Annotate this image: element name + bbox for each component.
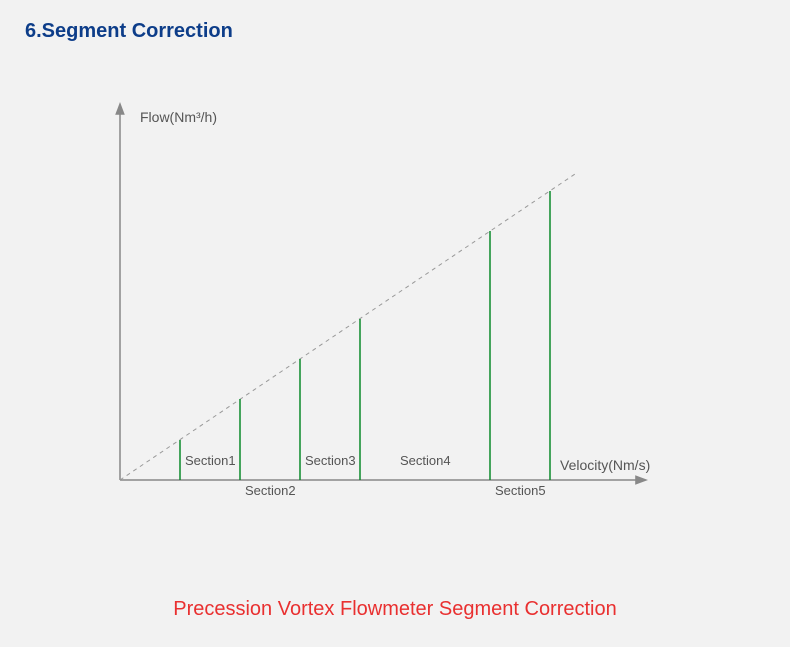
- svg-text:Section1: Section1: [185, 453, 236, 468]
- chart-caption: Precession Vortex Flowmeter Segment Corr…: [0, 598, 790, 621]
- svg-text:Flow(Nm³/h): Flow(Nm³/h): [140, 109, 217, 125]
- svg-text:Section5: Section5: [495, 483, 546, 498]
- section-heading: 6.Segment Correction: [25, 20, 233, 43]
- svg-text:Section4: Section4: [400, 453, 451, 468]
- chart-svg: Flow(Nm³/h) Velocity(Nm/s) Section1 Section…: [100, 100, 690, 520]
- svg-text:Section3: Section3: [305, 453, 356, 468]
- svg-text:Velocity(Nm/s): Velocity(Nm/s): [560, 457, 650, 473]
- segment-correction-chart: Flow(Nm³/h) Velocity(Nm/s) Section1 Section…: [100, 100, 690, 520]
- svg-text:Section2: Section2: [245, 483, 296, 498]
